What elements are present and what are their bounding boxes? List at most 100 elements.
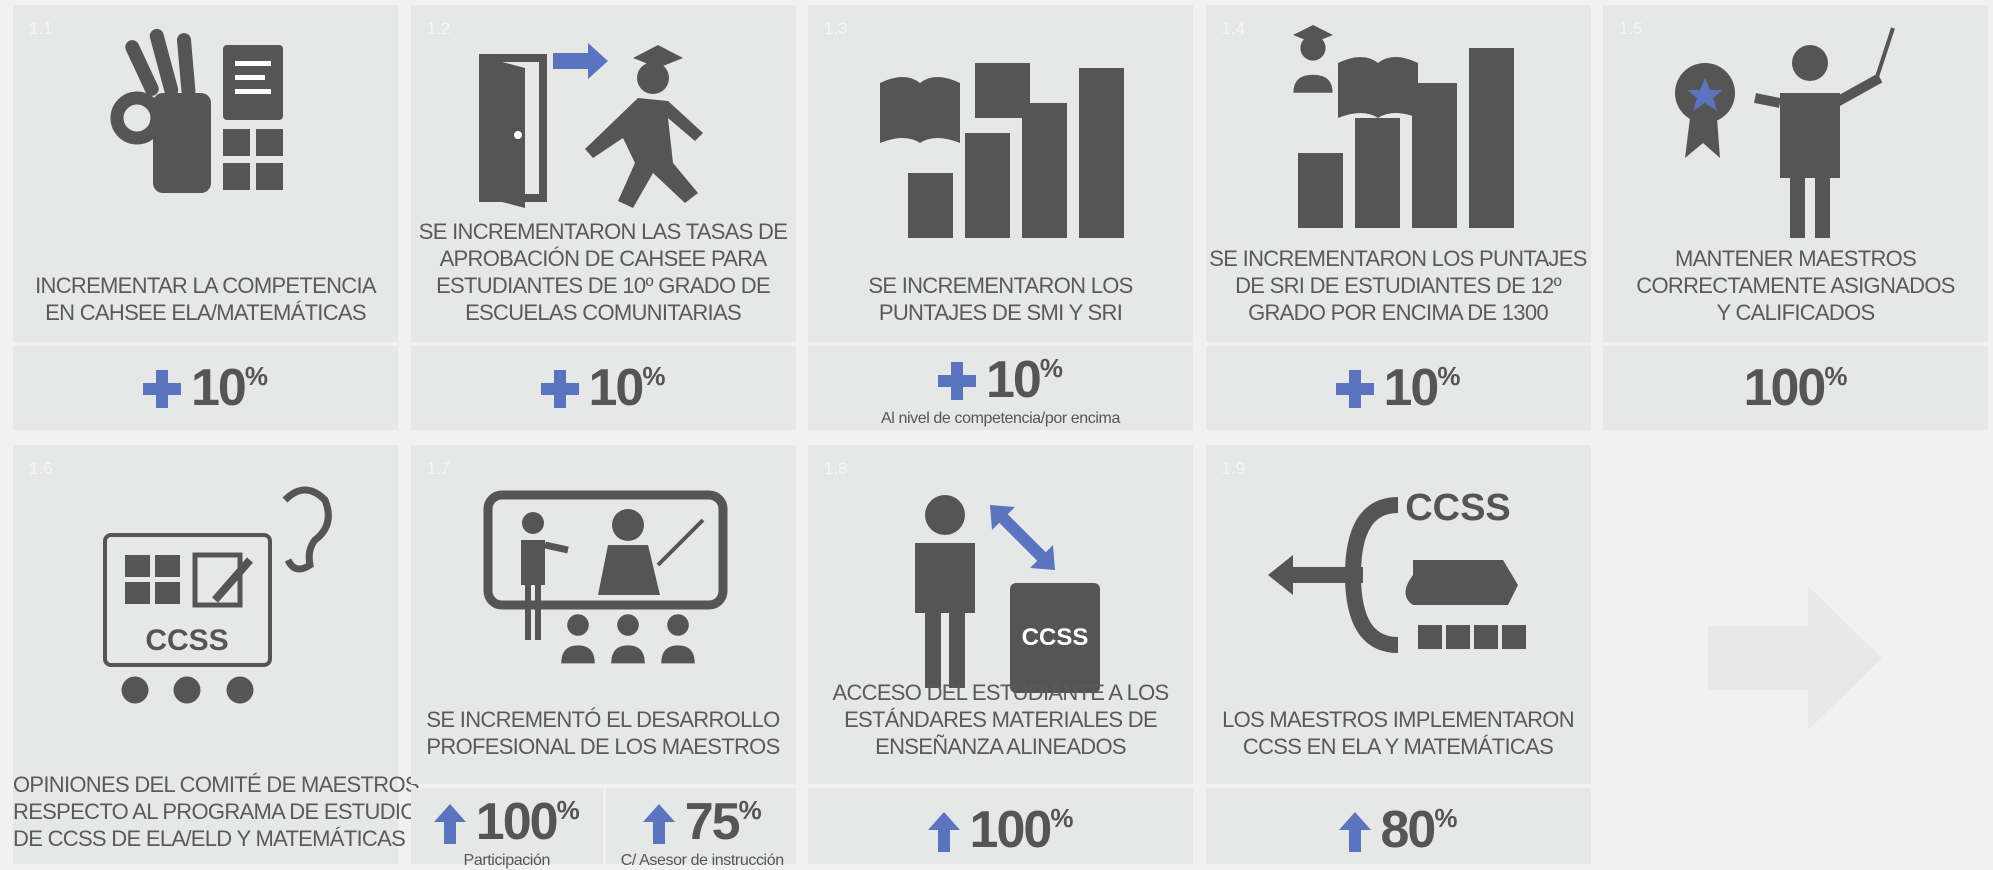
icon-shape [149, 28, 179, 98]
card-metrics: 100% Participación 75% C/ Asesor de instruc… [410, 788, 799, 869]
metric-unit: % [738, 795, 762, 825]
text-line: PUNTAJES DE SMI Y SRI [878, 300, 1123, 325]
icon-shape [235, 89, 271, 94]
metric-value: 10 [1383, 359, 1440, 417]
metric: 10% [1206, 346, 1591, 430]
icon-shape [1297, 153, 1343, 228]
text-line: SE INCREMENTARON LAS TASAS DE [418, 219, 788, 244]
icon [473, 475, 733, 710]
metric-value: 100 [475, 793, 559, 851]
icon: CCSS [75, 475, 335, 738]
metric-row: 10% [1206, 358, 1591, 418]
icon-shape [110, 28, 283, 193]
icon-shape [1405, 560, 1518, 605]
text-line: EN CAHSEE ELA/MATEMÁTICAS [45, 300, 366, 325]
icon-shape [520, 540, 545, 640]
card-number: 1.3 [824, 19, 848, 38]
text-line: INCREMENTAR LA COMPETENCIA [35, 273, 376, 298]
metric: 80% [1206, 788, 1591, 864]
card-metrics: 10% [13, 346, 398, 430]
text-line: GRADO POR ENCIMA DE 1300 [1248, 300, 1549, 325]
text-line: CCSS EN ELA Y MATEMÁTICAS [1242, 734, 1554, 759]
metric-unit: % [1824, 361, 1848, 391]
metric-row: 100% [411, 792, 604, 852]
card-text: SE INCREMENTARON LAS TASAS DE APROBACIÓN … [411, 218, 796, 326]
text-line: DE SRI DE ESTUDIANTES DE 12º [1235, 273, 1562, 298]
metric: 100% [808, 788, 1193, 864]
card-top: 1.6 CCSS OPINIONES DEL COMITÉ DE MAESTROS R… [13, 445, 431, 864]
icon-shape [256, 163, 283, 190]
icon-shape [927, 812, 960, 852]
icon-shape [927, 812, 960, 852]
icon-shape [1687, 78, 1723, 111]
card-number: 1.5 [1619, 19, 1643, 38]
icon-shape [990, 505, 1015, 530]
card-top: 1.9 CCSS LOS MAESTROS IMPLEMENTARON CCSS EN… [1205, 445, 1591, 784]
icon-shape [478, 43, 703, 208]
icon [473, 23, 733, 243]
card-text: SE INCREMENTARON LOS PUNTAJES DE SMI Y SR… [808, 272, 1193, 326]
icon-shape [235, 75, 265, 80]
icon-shape [1030, 545, 1055, 570]
icon-shape [656, 518, 704, 567]
icon-shape [552, 43, 608, 79]
metric-row: 10% [13, 358, 398, 418]
icon-text: CCSS [1405, 487, 1511, 529]
metric-value: 100 [1743, 359, 1827, 417]
metric-unit: % [244, 361, 268, 391]
icon-shape [560, 645, 595, 664]
icon-shape [153, 93, 211, 193]
card-metrics: 10% Al nivel de competencia/por encima [808, 346, 1193, 430]
card-text: SE INCREMENTARON LOS PUNTAJES DE SRI DE E… [1206, 245, 1591, 326]
icon-shape [597, 545, 660, 595]
icon-shape [642, 804, 675, 844]
card-text: ACCESO DEL ESTUDIANTE A LOS ESTÁNDARES MA… [808, 679, 1193, 760]
icon-shape [1411, 83, 1457, 228]
icon-shape [256, 129, 283, 156]
icon-shape [965, 133, 1010, 243]
next-arrow [1708, 586, 1882, 730]
icon-shape [925, 495, 965, 535]
icon-shape [433, 804, 466, 844]
icon-shape [125, 555, 150, 577]
icon-shape [636, 62, 669, 94]
icon-shape [1335, 370, 1374, 408]
icon-shape [666, 614, 689, 636]
text-line: ENSEÑANZA ALINEADOS [875, 734, 1126, 759]
icon-shape [1322, 497, 1399, 653]
icon-shape [915, 543, 975, 688]
card-metrics: 80% [1205, 788, 1591, 864]
metric-row: 75% [606, 792, 799, 852]
card-number: 1.1 [29, 19, 53, 38]
icon-shape [642, 804, 675, 844]
metric-row: 80% [1206, 800, 1591, 860]
metric-value: 100 [969, 801, 1053, 859]
metric-row: 100% [1603, 358, 1988, 418]
card-metrics: 100% [1603, 346, 1988, 430]
metric-unit: % [1437, 361, 1461, 391]
icon-shape [1675, 27, 1895, 248]
icon-shape [632, 45, 683, 68]
icon-shape [1832, 73, 1883, 108]
card-top: 1.5 MANTENER MAESTROS CORRECTAMENTE ASIGNA… [1603, 5, 1988, 342]
metric-caption: Al nivel de competencia/por encima [881, 410, 1120, 427]
icon-shape [1473, 625, 1498, 649]
text-line: Y CALIFICADOS [1716, 300, 1876, 325]
icon-shape [543, 541, 569, 554]
icon-shape [938, 362, 977, 400]
card-number: 1.7 [426, 459, 451, 478]
icon-shape [1079, 68, 1124, 243]
icon-shape [1292, 25, 1514, 228]
arrow-shape [1708, 586, 1882, 730]
icon-shape [1468, 48, 1514, 228]
card-number: 1.4 [1221, 19, 1246, 38]
icon [75, 23, 335, 243]
icon: CCSS [1267, 475, 1528, 710]
metric-row: 10% [808, 350, 1193, 410]
icon-shape [1292, 25, 1333, 43]
card-number: 1.8 [824, 459, 848, 478]
text-line: LOS MAESTROS IMPLEMENTARON [1222, 707, 1574, 732]
icon-shape [110, 91, 164, 145]
metric-value: 75 [684, 793, 741, 851]
